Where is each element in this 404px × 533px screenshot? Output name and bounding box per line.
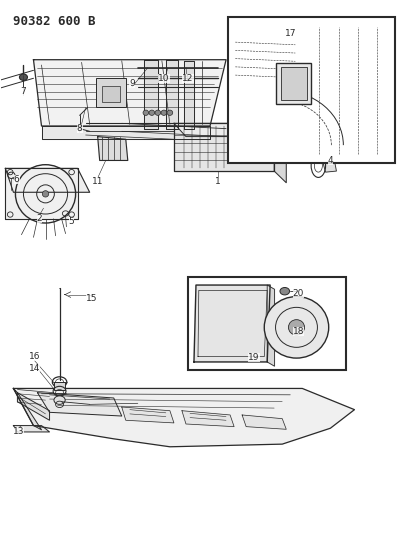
- Ellipse shape: [54, 396, 65, 405]
- Ellipse shape: [42, 191, 49, 197]
- Text: 16: 16: [29, 352, 40, 361]
- Text: 15: 15: [86, 294, 97, 303]
- Text: 14: 14: [29, 364, 40, 373]
- Text: 11: 11: [92, 177, 103, 186]
- Text: 12: 12: [182, 74, 194, 83]
- Text: 4: 4: [328, 156, 333, 165]
- Bar: [55, 382, 65, 390]
- Polygon shape: [144, 60, 158, 128]
- Polygon shape: [13, 425, 50, 432]
- Text: 9: 9: [129, 79, 135, 88]
- Text: 8: 8: [77, 124, 82, 133]
- Bar: [276, 63, 311, 104]
- Text: 1: 1: [215, 177, 221, 186]
- Polygon shape: [17, 393, 50, 420]
- Ellipse shape: [288, 320, 305, 335]
- Text: 5: 5: [69, 217, 74, 226]
- Polygon shape: [13, 389, 42, 430]
- Text: 10: 10: [158, 74, 170, 83]
- Polygon shape: [274, 123, 286, 183]
- Text: 6: 6: [14, 174, 19, 183]
- Polygon shape: [182, 411, 234, 426]
- Text: 90382 600 B: 90382 600 B: [13, 14, 96, 28]
- Polygon shape: [242, 415, 286, 429]
- Polygon shape: [98, 136, 128, 160]
- Ellipse shape: [19, 74, 27, 80]
- Polygon shape: [38, 393, 122, 416]
- Polygon shape: [34, 60, 226, 126]
- Bar: [281, 67, 307, 100]
- Polygon shape: [267, 285, 275, 366]
- Ellipse shape: [155, 110, 161, 115]
- Ellipse shape: [149, 110, 155, 115]
- Polygon shape: [42, 126, 210, 139]
- Polygon shape: [322, 160, 337, 172]
- Text: 17: 17: [284, 29, 296, 38]
- Ellipse shape: [280, 287, 290, 295]
- Text: 13: 13: [13, 427, 24, 437]
- Text: 20: 20: [292, 288, 304, 297]
- Ellipse shape: [161, 110, 167, 115]
- Polygon shape: [174, 123, 274, 171]
- Bar: [228, 17, 395, 163]
- Bar: [188, 277, 347, 370]
- Polygon shape: [122, 407, 174, 423]
- Polygon shape: [184, 61, 194, 128]
- Polygon shape: [166, 60, 178, 128]
- Bar: [96, 78, 126, 108]
- Polygon shape: [174, 123, 286, 136]
- Text: 19: 19: [248, 353, 260, 362]
- Polygon shape: [194, 285, 270, 362]
- Polygon shape: [5, 168, 78, 219]
- Polygon shape: [13, 389, 354, 447]
- Ellipse shape: [167, 110, 173, 115]
- Polygon shape: [5, 168, 90, 192]
- Text: 18: 18: [292, 327, 304, 336]
- Text: 2: 2: [37, 214, 42, 223]
- Ellipse shape: [143, 110, 149, 115]
- Ellipse shape: [264, 296, 329, 358]
- Bar: [102, 86, 120, 102]
- Text: 7: 7: [21, 87, 26, 96]
